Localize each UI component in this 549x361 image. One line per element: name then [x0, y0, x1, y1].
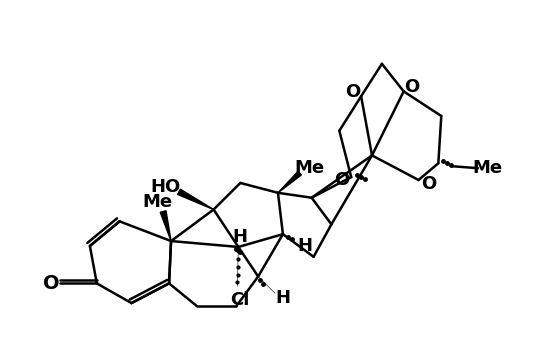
Text: O: O	[43, 274, 60, 293]
Text: Me: Me	[142, 193, 172, 211]
Text: O: O	[421, 175, 436, 193]
Text: HO: HO	[150, 178, 180, 196]
Polygon shape	[278, 171, 301, 193]
Text: O: O	[345, 83, 361, 101]
Text: O: O	[404, 78, 419, 96]
Text: Cl: Cl	[229, 291, 249, 309]
Text: H: H	[233, 228, 248, 246]
Polygon shape	[178, 189, 214, 209]
Text: H: H	[276, 289, 290, 307]
Text: O: O	[334, 171, 349, 189]
Text: Me: Me	[295, 159, 324, 177]
Text: Me: Me	[473, 159, 503, 177]
Text: H: H	[297, 237, 312, 255]
Polygon shape	[160, 211, 171, 241]
